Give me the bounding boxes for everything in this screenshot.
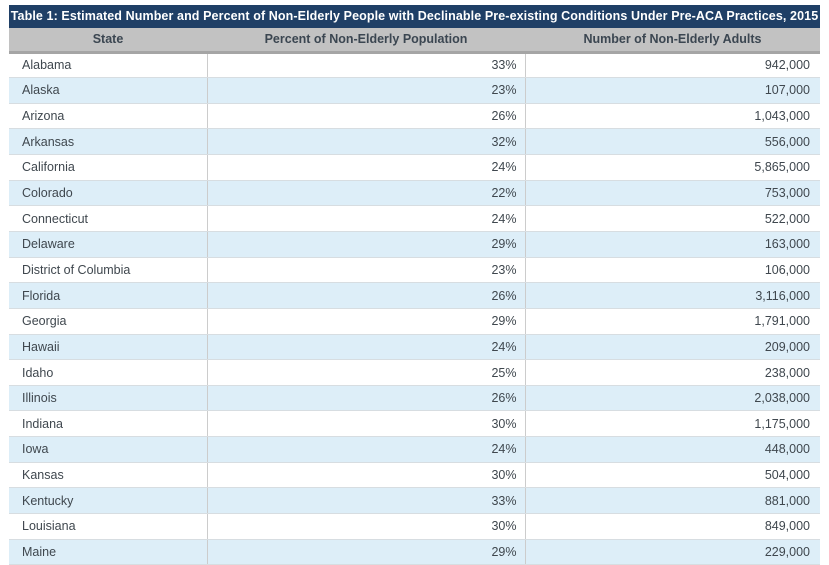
table-row: Arkansas 32% 556,000: [9, 128, 820, 156]
column-header-percent: Percent of Non-Elderly Population: [207, 28, 525, 54]
cell-percent: 30%: [206, 513, 525, 540]
cell-number: 107,000: [524, 77, 820, 104]
cell-state: Louisiana: [9, 513, 207, 540]
cell-percent: 29%: [206, 308, 525, 335]
table-row: Indiana 30% 1,175,000: [9, 410, 820, 438]
table-row: Iowa 24% 448,000: [9, 436, 820, 463]
table-header-row: State Percent of Non-Elderly Population …: [9, 28, 820, 54]
cell-percent: 23%: [206, 257, 525, 284]
cell-percent: 24%: [206, 334, 525, 361]
cell-state: Kentucky: [9, 487, 207, 515]
cell-state: Alabama: [9, 52, 207, 79]
cell-percent: 24%: [206, 205, 525, 232]
cell-number: 209,000: [524, 334, 820, 361]
cell-number: 238,000: [524, 359, 820, 386]
cell-number: 3,116,000: [524, 282, 820, 309]
cell-percent: 29%: [206, 231, 525, 258]
table-row: Hawaii 24% 209,000: [9, 334, 820, 361]
table-row: California 24% 5,865,000: [9, 154, 820, 181]
cell-state: Colorado: [9, 180, 207, 207]
cell-state: Maine: [9, 539, 207, 565]
cell-percent: 33%: [206, 487, 525, 515]
cell-number: 106,000: [524, 257, 820, 284]
cell-number: 163,000: [524, 231, 820, 258]
table-row: Maine 29% 229,000: [9, 539, 820, 565]
cell-percent: 26%: [206, 103, 525, 130]
table-body: Alabama 33% 942,000 Alaska 23% 107,000 Arizona…: [9, 52, 820, 565]
cell-percent: 29%: [206, 539, 525, 565]
cell-state: Georgia: [9, 308, 207, 335]
cell-state: Iowa: [9, 436, 207, 463]
cell-number: 448,000: [524, 436, 820, 463]
column-header-state: State: [9, 28, 207, 54]
table-row: Arizona 26% 1,043,000: [9, 103, 820, 130]
cell-percent: 25%: [206, 359, 525, 386]
cell-number: 753,000: [524, 180, 820, 207]
cell-number: 881,000: [524, 487, 820, 515]
table-row: Kentucky 33% 881,000: [9, 487, 820, 515]
table-row: Kansas 30% 504,000: [9, 462, 820, 489]
cell-state: District of Columbia: [9, 257, 207, 284]
cell-percent: 24%: [206, 436, 525, 463]
cell-number: 522,000: [524, 205, 820, 232]
table-row: Illinois 26% 2,038,000: [9, 385, 820, 412]
column-header-number: Number of Non-Elderly Adults: [525, 28, 820, 54]
table-row: District of Columbia 23% 106,000: [9, 257, 820, 284]
cell-state: Arizona: [9, 103, 207, 130]
cell-state: Indiana: [9, 410, 207, 438]
cell-state: Florida: [9, 282, 207, 309]
cell-number: 849,000: [524, 513, 820, 540]
preexisting-conditions-table: State Percent of Non-Elderly Population …: [9, 28, 820, 565]
table-row: Delaware 29% 163,000: [9, 231, 820, 258]
cell-percent: 33%: [206, 52, 525, 79]
cell-percent: 26%: [206, 385, 525, 412]
cell-number: 504,000: [524, 462, 820, 489]
cell-state: California: [9, 154, 207, 181]
cell-number: 1,175,000: [524, 410, 820, 438]
cell-percent: 24%: [206, 154, 525, 181]
cell-state: Delaware: [9, 231, 207, 258]
cell-state: Arkansas: [9, 128, 207, 156]
cell-percent: 23%: [206, 77, 525, 104]
cell-percent: 22%: [206, 180, 525, 207]
cell-state: Alaska: [9, 77, 207, 104]
cell-number: 942,000: [524, 52, 820, 79]
table-row: Idaho 25% 238,000: [9, 359, 820, 386]
cell-number: 1,791,000: [524, 308, 820, 335]
cell-percent: 30%: [206, 410, 525, 438]
cell-state: Kansas: [9, 462, 207, 489]
table-row: Georgia 29% 1,791,000: [9, 308, 820, 335]
cell-number: 5,865,000: [524, 154, 820, 181]
cell-state: Connecticut: [9, 205, 207, 232]
cell-percent: 26%: [206, 282, 525, 309]
table-row: Alaska 23% 107,000: [9, 77, 820, 104]
cell-state: Idaho: [9, 359, 207, 386]
cell-number: 556,000: [524, 128, 820, 156]
cell-percent: 32%: [206, 128, 525, 156]
cell-number: 1,043,000: [524, 103, 820, 130]
table-row: Florida 26% 3,116,000: [9, 282, 820, 309]
table-row: Connecticut 24% 522,000: [9, 205, 820, 232]
table-title-bar: Table 1: Estimated Number and Percent of…: [9, 5, 820, 28]
cell-number: 229,000: [524, 539, 820, 565]
cell-state: Hawaii: [9, 334, 207, 361]
table-row: Colorado 22% 753,000: [9, 180, 820, 207]
table-row: Alabama 33% 942,000: [9, 52, 820, 79]
table-row: Louisiana 30% 849,000: [9, 513, 820, 540]
cell-state: Illinois: [9, 385, 207, 412]
cell-percent: 30%: [206, 462, 525, 489]
cell-number: 2,038,000: [524, 385, 820, 412]
